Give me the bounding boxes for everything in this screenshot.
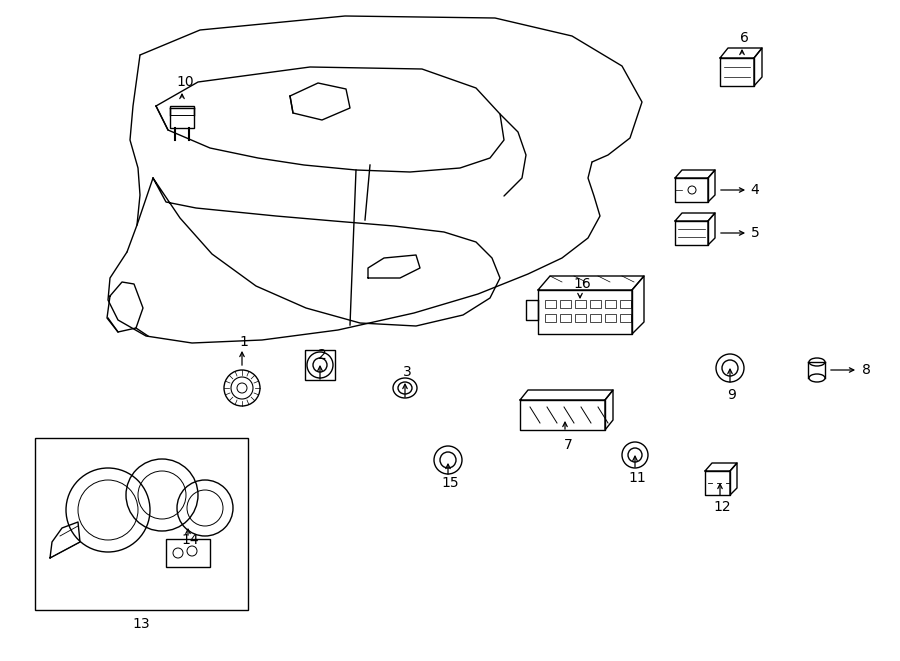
Bar xyxy=(590,314,601,322)
Text: 11: 11 xyxy=(628,471,646,485)
Bar xyxy=(620,314,631,322)
Bar xyxy=(560,300,571,308)
Bar xyxy=(35,438,248,610)
Bar xyxy=(605,314,616,322)
Text: 14: 14 xyxy=(181,533,199,547)
Bar xyxy=(575,314,586,322)
Text: 6: 6 xyxy=(740,31,749,45)
Text: 4: 4 xyxy=(751,183,760,197)
Text: 3: 3 xyxy=(402,365,411,379)
Bar xyxy=(545,300,556,308)
Bar xyxy=(166,539,210,567)
Bar xyxy=(575,300,586,308)
Text: 16: 16 xyxy=(573,277,591,291)
Text: 15: 15 xyxy=(441,476,459,490)
Text: 2: 2 xyxy=(318,348,327,362)
Bar xyxy=(590,300,601,308)
Bar xyxy=(605,300,616,308)
Text: 10: 10 xyxy=(176,75,194,89)
Text: 5: 5 xyxy=(751,226,760,240)
Bar xyxy=(560,314,571,322)
Text: 13: 13 xyxy=(132,617,149,631)
Text: 8: 8 xyxy=(861,363,870,377)
Bar xyxy=(170,106,194,128)
Bar xyxy=(620,300,631,308)
Text: 9: 9 xyxy=(727,388,736,402)
Text: 7: 7 xyxy=(563,438,572,452)
Text: 12: 12 xyxy=(713,500,731,514)
Text: 1: 1 xyxy=(239,335,248,349)
Bar xyxy=(305,350,335,380)
Bar xyxy=(545,314,556,322)
